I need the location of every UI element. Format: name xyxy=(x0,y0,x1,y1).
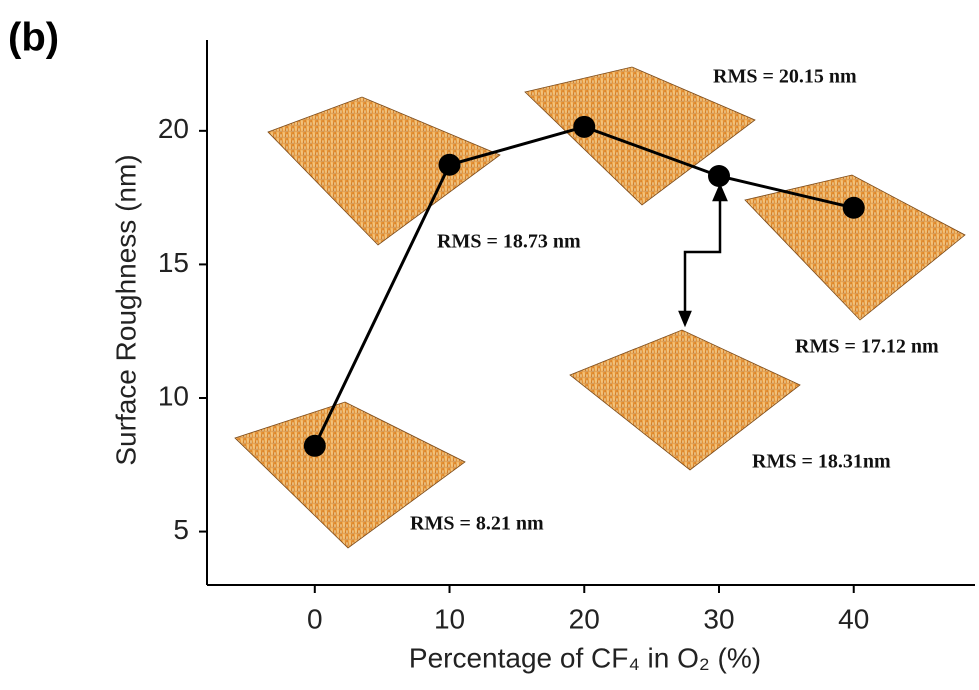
value-label: RMS = 18.31nm xyxy=(752,451,891,473)
data-point xyxy=(439,154,461,176)
panel-label: (b) xyxy=(8,16,59,60)
x-tick-label: 10 xyxy=(434,603,465,634)
data-point xyxy=(573,116,595,138)
x-tick-label: 20 xyxy=(569,603,600,634)
data-point xyxy=(843,197,865,219)
y-tick-label: 15 xyxy=(158,247,189,278)
x-axis-label: Percentage of CF₄ in O₂ (%) xyxy=(409,642,761,673)
value-label: RMS = 8.21 nm xyxy=(410,513,544,535)
value-label: RMS = 20.15 nm xyxy=(713,66,857,88)
y-axis-label: Surface Roughness (nm) xyxy=(110,154,141,465)
x-tick-label: 30 xyxy=(703,603,734,634)
y-tick-label: 20 xyxy=(158,113,189,144)
y-tick-label: 10 xyxy=(158,380,189,411)
data-point xyxy=(708,165,730,187)
value-label: RMS = 17.12 nm xyxy=(795,336,939,358)
chart: (b) Percentage of CF₄ in O₂ (%) Surface … xyxy=(0,0,979,690)
data-point xyxy=(304,435,326,457)
x-tick-label: 0 xyxy=(307,603,323,634)
afm-images xyxy=(235,67,965,548)
value-label: RMS = 18.73 nm xyxy=(437,231,581,253)
x-tick-label: 40 xyxy=(838,603,869,634)
connector-arrow xyxy=(680,186,726,324)
y-tick-label: 5 xyxy=(173,514,189,545)
